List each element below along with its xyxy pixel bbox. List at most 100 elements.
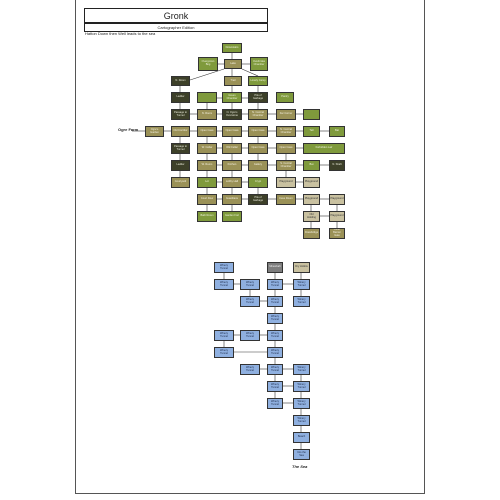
lower-tunnel-7: Winery Tunnel — [293, 279, 310, 290]
map-title-text: Gronk — [163, 11, 189, 21]
upper-room-32-label: Forbidden Lair — [315, 146, 333, 150]
lower-tunnel-20: Winery Tunnel — [267, 381, 283, 392]
upper-room-49: Cave Room — [276, 194, 296, 205]
upper-room-41-label: Lot — [205, 180, 209, 184]
upper-room-33-label: Ladder — [176, 163, 185, 167]
upper-room-11-label: Pits of Garbage — [252, 93, 264, 100]
upper-room-14-label: N. Room — [201, 112, 213, 116]
lower-tunnel-22: Winery Tunnel — [267, 398, 283, 409]
upper-room-22: Open Cave — [222, 126, 242, 137]
lower-tunnel-2-label: Mineshaft — [269, 265, 281, 269]
upper-room-17-label: Far Corner — [279, 112, 293, 116]
upper-room-27: Passage to Tunnel — [171, 143, 190, 154]
upper-room-56: Drawbridge — [303, 228, 320, 239]
upper-room-16: N. Central Chamber — [248, 109, 268, 120]
upper-room-38: Bat — [303, 160, 320, 171]
upper-room-3: Lake — [224, 59, 242, 69]
upper-room-42-label: Lobby Hall — [225, 180, 239, 184]
lower-tunnel-11: Winery Tunnel — [267, 313, 283, 324]
upper-room-8-label: Ladder — [176, 95, 185, 99]
lower-tunnel-6-label: Winery Tunnel — [270, 280, 280, 287]
lower-tunnel-12-label: Winery Tunnel — [219, 331, 229, 338]
upper-room-17: Far Corner — [276, 109, 296, 120]
upper-room-5-label: N. Room — [175, 78, 186, 82]
upper-room-2-label: Overgrown Bog — [201, 60, 215, 66]
upper-room-25-label: Tall — [309, 129, 314, 133]
upper-room-29-label: Old Cellar — [226, 146, 238, 150]
upper-room-30: Open Cave — [248, 143, 268, 154]
lower-tunnel-10-label: Winery Tunnel — [297, 297, 306, 304]
lower-tunnel-26: Into the Sea — [293, 449, 310, 460]
upper-room-22-label: Open Cave — [225, 129, 239, 133]
upper-room-13: Passage to Tunnel — [171, 109, 190, 120]
lower-tunnel-23-label: Winery Tunnel — [297, 399, 306, 406]
lower-tunnel-13-label: Winery Tunnel — [245, 331, 255, 338]
upper-room-46: Court Row — [197, 194, 217, 205]
upper-room-18 — [303, 109, 320, 120]
lower-tunnel-9-label: Winery Tunnel — [270, 297, 280, 304]
upper-room-11: Pits of Garbage — [248, 92, 268, 103]
upper-room-33: Ladder — [171, 160, 190, 171]
lower-tunnel-19: Winery Tunnel — [293, 364, 310, 375]
upper-room-8: Ladder — [171, 92, 190, 103]
lower-tunnel-15: Winery Tunnel — [214, 347, 234, 358]
lower-tunnel-1-label: Winery Tunnel — [219, 263, 229, 270]
upper-room-6-label: Trail — [230, 78, 236, 82]
upper-room-45-label: Playground — [304, 180, 319, 184]
lower-tunnel-26-label: Into the Sea — [297, 450, 306, 457]
upper-room-53-label: Garden Fort — [225, 214, 239, 218]
lower-tunnel-24-label: Winery Tunnel — [297, 416, 306, 423]
lower-tunnel-21: Winery Tunnel — [293, 381, 310, 392]
upper-room-50: Playground — [303, 194, 320, 205]
upper-room-23-label: Open Cave — [251, 129, 265, 133]
upper-room-31: Open Cave — [276, 143, 296, 154]
upper-room-53: Garden Fort — [222, 211, 242, 222]
upper-room-50-label: Playground — [304, 197, 319, 201]
upper-room-12: Pantry — [276, 92, 294, 103]
upper-room-23: Open Cave — [248, 126, 268, 137]
upper-room-3-label: Lake — [230, 61, 236, 65]
connector-line — [241, 68, 259, 77]
upper-room-34: W. Room — [197, 160, 217, 171]
upper-room-55: Playground — [329, 211, 345, 222]
upper-room-12-label: Pantry — [281, 95, 289, 99]
upper-room-55-label: Playground — [330, 214, 344, 218]
ogre-farm-label: Ogre Farm — [118, 127, 139, 132]
upper-room-46-label: Court Row — [200, 197, 214, 201]
upper-room-24: N. Central Chamber — [276, 126, 296, 137]
lower-tunnel-3-label: Dry Hollow — [295, 265, 308, 269]
lower-tunnel-4-label: Winery Tunnel — [219, 280, 229, 287]
upper-room-47: Guardians — [222, 194, 242, 205]
lower-tunnel-12: Winery Tunnel — [214, 330, 234, 341]
upper-room-16-label: N. Central Chamber — [252, 110, 264, 117]
upper-room-43-label: Crypt — [254, 180, 262, 184]
upper-room-19: Ogre's Garden — [145, 126, 164, 137]
upper-room-37: S. Central Chamber — [276, 160, 296, 171]
upper-room-54-label: Old Holding — [307, 212, 316, 219]
upper-room-30-label: Open Cave — [251, 146, 265, 150]
upper-room-51-label: Playground — [330, 197, 344, 201]
lower-tunnel-14: Winery Tunnel — [267, 330, 283, 341]
lower-tunnel-19-label: Winery Tunnel — [297, 365, 306, 372]
upper-room-38-label: Bat — [309, 163, 314, 167]
upper-room-20-label: Old Corridor — [173, 129, 188, 133]
upper-room-1: Downstairs — [222, 43, 242, 53]
upper-room-37-label: S. Central Chamber — [280, 161, 292, 168]
map-subtitle: Cartographer Edition — [84, 22, 268, 32]
upper-room-21-label: Open Cave — [200, 129, 214, 133]
upper-room-44-label: Playground — [279, 180, 293, 184]
lower-tunnel-18-label: Winery Tunnel — [270, 365, 280, 372]
upper-room-51: Playground — [329, 194, 345, 205]
upper-room-20: Old Corridor — [171, 126, 190, 137]
upper-room-35-label: Kitchen — [227, 163, 237, 167]
lower-tunnel-4: Winery Tunnel — [214, 279, 234, 290]
map-title: Gronk — [84, 8, 268, 24]
lower-tunnel-16: Winery Tunnel — [267, 347, 283, 358]
lower-tunnel-7-label: Winery Tunnel — [297, 280, 306, 287]
upper-room-19-label: Ogre's Garden — [150, 127, 159, 134]
upper-room-15-label: N. Ogre's Overstone — [226, 110, 238, 117]
upper-room-40-label: Courtyard — [174, 180, 187, 184]
upper-room-9 — [197, 92, 217, 103]
upper-room-43: Crypt — [248, 177, 268, 188]
